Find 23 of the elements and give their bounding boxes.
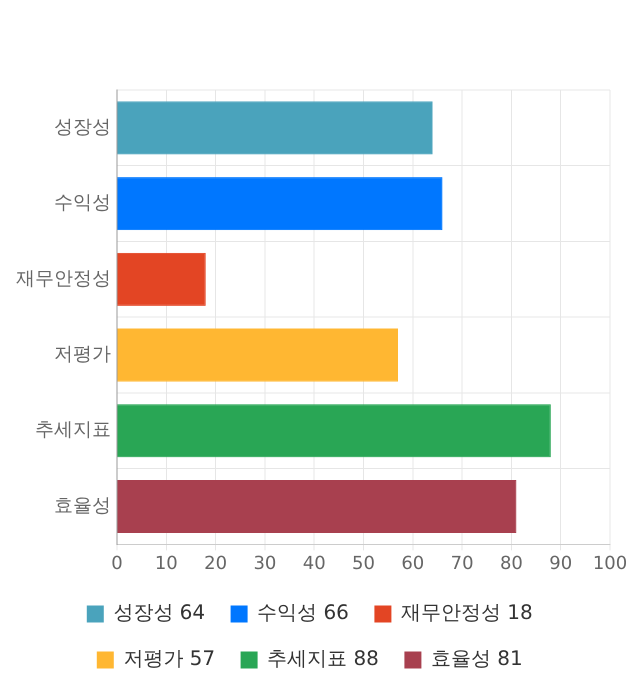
y-tick-label: 추세지표 bbox=[35, 418, 111, 441]
x-tick-label: 90 bbox=[549, 552, 572, 574]
x-tick-label: 50 bbox=[352, 552, 375, 574]
x-tick-label: 10 bbox=[154, 552, 178, 574]
y-tick-label: 수익성 bbox=[54, 192, 111, 214]
x-tick-label: 30 bbox=[253, 552, 276, 574]
legend-label: 효율성 81 bbox=[430, 646, 523, 670]
legend-label: 성장성 64 bbox=[113, 600, 206, 624]
y-tick-label: 저평가 bbox=[54, 343, 111, 366]
x-tick-label: 70 bbox=[450, 552, 474, 574]
legend-label: 추세지표 88 bbox=[267, 646, 379, 670]
y-tick-label: 성장성 bbox=[54, 116, 111, 138]
x-tick-label: 80 bbox=[500, 552, 523, 574]
legend-label: 재무안정성 18 bbox=[400, 600, 533, 624]
y-tick-label: 효율성 bbox=[54, 494, 111, 516]
x-tick-label: 20 bbox=[204, 552, 228, 574]
x-tick-label: 40 bbox=[302, 552, 326, 574]
x-tick-label: 0 bbox=[111, 552, 123, 574]
x-tick-label: 100 bbox=[592, 552, 628, 574]
legend-label: 저평가 57 bbox=[123, 646, 216, 670]
legend-label: 수익성 66 bbox=[257, 600, 349, 624]
y-tick-label: 재무안정성 bbox=[16, 267, 111, 290]
x-tick-label: 60 bbox=[401, 552, 424, 574]
